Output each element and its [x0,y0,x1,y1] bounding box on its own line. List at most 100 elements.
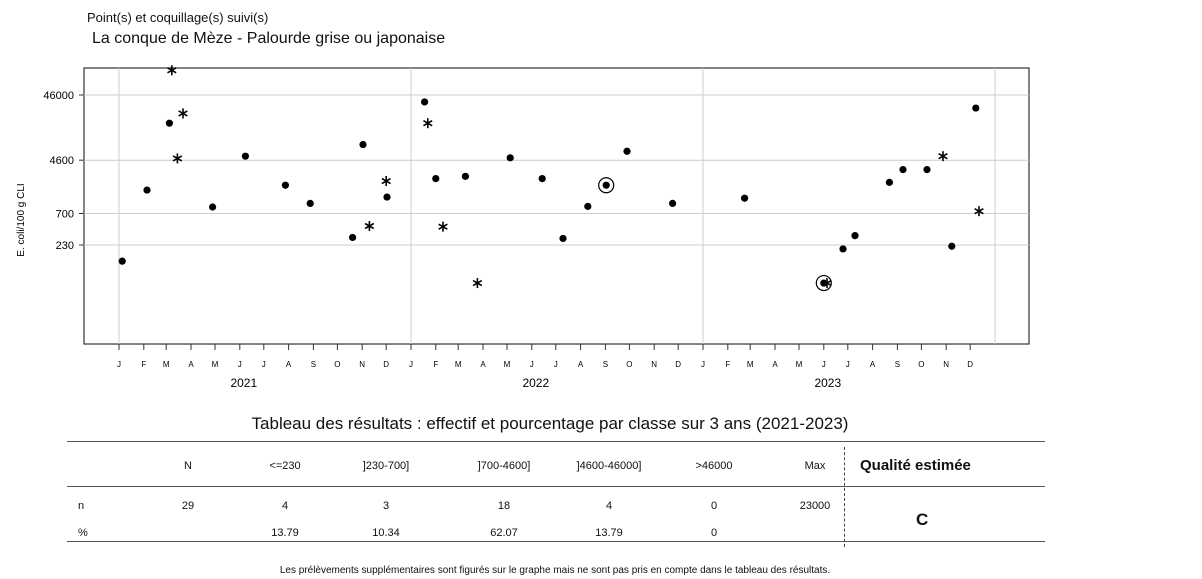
data-point [241,152,249,160]
month-label: J [530,360,534,369]
month-label: A [480,360,486,369]
table-cell: 4 [605,500,613,512]
month-label: J [701,360,705,369]
month-label: J [846,360,850,369]
extra-sample-star [438,221,448,232]
year-label: 2023 [814,376,841,390]
y-tick-label: 230 [56,240,74,252]
month-label: J [117,360,121,369]
data-point [899,165,907,174]
month-label: M [212,360,219,369]
data-point [383,193,391,201]
chart-title: La conque de Mèze - Palourde grise ou ja… [92,30,446,47]
data-point [559,234,567,243]
table-cell: 62.07 [490,527,518,539]
month-label: N [359,360,365,369]
month-label: A [286,360,292,369]
month-label: S [311,360,316,369]
data-point [281,181,289,189]
month-label: D [383,360,389,369]
data-point [602,181,610,189]
table-cell: 13.79 [595,527,623,539]
quality-header: Qualité estimée [860,457,971,474]
table-cell: 3 [382,500,390,512]
extra-sample-star [364,220,375,231]
table-top-rule [67,441,1045,442]
data-point [948,242,956,250]
row-label: % [78,527,88,539]
month-label: A [578,360,584,369]
star-stroke [172,155,183,162]
data-point [669,199,677,207]
extra-sample-star [167,65,177,76]
star-stroke [822,279,832,287]
y-tick-label: 46000 [43,90,74,102]
data-point [165,119,173,127]
data-point [538,175,546,183]
chart-subtitle: Point(s) et coquillage(s) suivi(s) [87,10,269,25]
month-label: J [238,360,242,369]
data-point [209,203,217,211]
extra-sample-star [178,108,188,119]
table-title: Tableau des résultats : effectif et pour… [251,414,849,433]
year-label: 2021 [230,376,257,390]
month-label: F [433,360,438,369]
month-label: N [943,360,949,369]
month-label: F [141,360,146,369]
y-tick-label: 700 [56,208,74,220]
month-label: O [918,360,924,369]
table-cell: 18 [497,500,511,512]
table-separator [844,447,845,547]
extra-sample-star [472,278,483,289]
scatter-chart: 46000 4600 700 230 E. coli/100 g CLI J F M A M J J A… [16,65,1030,390]
year-label: 2022 [522,376,549,390]
month-label: M [163,360,170,369]
data-point [851,232,859,240]
quality-value: C [916,510,929,529]
data-point [306,199,314,207]
column-header: <=230 [269,460,301,472]
star-stroke [167,67,177,74]
data-point-ring [815,274,832,292]
column-header: ]700-4600] [477,460,531,472]
table-cell: 0 [710,527,718,539]
y-axis-label: E. coli/100 g CLI [16,183,27,256]
data-point [584,202,592,210]
extra-sample-star [423,118,433,129]
month-label: J [822,360,826,369]
table-cell: 23000 [799,500,831,512]
month-label: S [895,360,900,369]
data-point [143,186,151,194]
month-label: O [334,360,340,369]
column-header: N [184,460,192,472]
month-label: M [455,360,462,369]
data-point [421,98,429,106]
table-header-rule [67,486,1045,487]
data-point [923,165,931,174]
data-point [506,154,514,162]
row-label: n [78,500,85,512]
star-stroke [438,223,448,230]
month-label: A [188,360,194,369]
extra-sample-star [172,153,183,164]
month-label: S [603,360,608,369]
y-tick-label: 4600 [50,155,74,167]
month-label: M [796,360,803,369]
star-stroke [472,279,483,287]
data-point [885,178,894,186]
star-stroke [938,152,948,160]
table-cell: 13.79 [271,527,299,539]
data-point-ring [598,177,615,194]
data-point [623,147,631,155]
table-cell: 0 [710,500,718,512]
data-point [839,245,847,253]
month-label: J [554,360,558,369]
month-label: M [504,360,511,369]
column-header: >46000 [695,460,733,472]
data-point [461,172,469,180]
star-stroke [381,177,391,185]
footnote: Les prélèvements supplémentaires sont fi… [279,565,831,576]
table-cell: 4 [281,500,289,512]
extra-sample-star [381,176,391,187]
extra-sample-star [974,206,984,217]
